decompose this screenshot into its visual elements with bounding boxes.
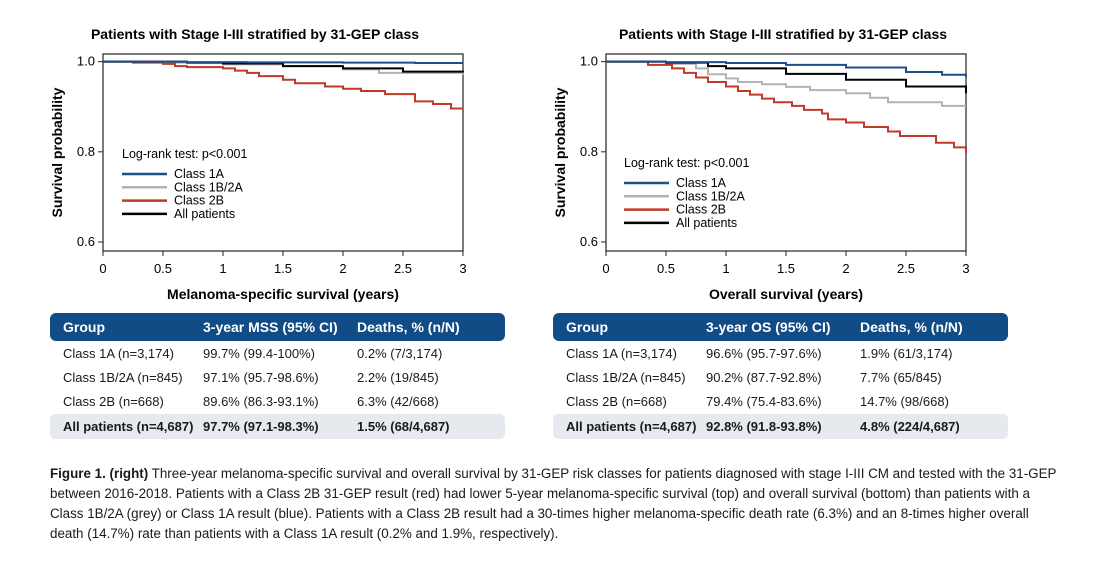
x-tick-label: 2.5	[394, 261, 412, 276]
x-axis-label: Overall survival (years)	[709, 286, 863, 302]
x-axis-label: Melanoma-specific survival (years)	[167, 286, 399, 302]
table-summary-row: All patients (n=4,687) 97.7% (97.1-98.3%)…	[50, 414, 505, 439]
table-cell: Class 1B/2A (n=845)	[566, 369, 686, 385]
table-cell: 7.7% (65/845)	[860, 369, 942, 385]
table-cell: 1.9% (61/3,174)	[860, 345, 953, 361]
y-tick-label: 0.6	[77, 234, 95, 249]
legend-label: Class 2B	[174, 194, 224, 208]
table-cell: 14.7% (98/668)	[860, 393, 949, 409]
table-cell: 96.6% (95.7-97.6%)	[706, 345, 822, 361]
x-tick-label: 0.5	[657, 261, 675, 276]
legend-label: Class 1B/2A	[174, 180, 243, 194]
x-tick-label: 2	[339, 261, 346, 276]
survival-curve-class-1a	[606, 60, 967, 77]
y-tick-label: 0.8	[77, 144, 95, 159]
log-rank-annotation: Log-rank test: p<0.001	[624, 156, 749, 170]
legend-label: Class 1A	[676, 176, 727, 190]
legend-label: All patients	[676, 216, 737, 230]
y-tick-label: 1.0	[77, 54, 95, 69]
y-tick-label: 1.0	[580, 54, 598, 69]
legend-label: Class 1A	[174, 167, 225, 181]
chart-title: Patients with Stage I-III stratified by …	[619, 26, 947, 42]
table-row: Class 1B/2A (n=845) 90.2% (87.7-92.8%) 7.7…	[553, 365, 1008, 389]
table-cell: Group	[63, 319, 105, 335]
table-row: Class 1A (n=3,174) 96.6% (95.7-97.6%) 1.9%…	[553, 341, 1008, 365]
table-cell: 3-year OS (95% CI)	[706, 319, 831, 335]
x-tick-label: 3	[962, 261, 969, 276]
table-cell: Class 1A (n=3,174)	[566, 345, 677, 361]
table-cell: 79.4% (75.4-83.6%)	[706, 393, 822, 409]
caption-text: Three-year melanoma-specific survival an…	[50, 466, 1057, 541]
survival-curve-class-2b	[606, 60, 967, 154]
x-tick-label: 0	[602, 261, 609, 276]
table-cell: 92.8% (91.8-93.8%)	[706, 419, 822, 434]
table-row: Class 2B (n=668) 89.6% (86.3-93.1%) 6.3% (…	[50, 389, 505, 413]
survival-curve-class-1b-2a	[606, 60, 966, 107]
table-cell: 6.3% (42/668)	[357, 393, 439, 409]
legend-label: All patients	[174, 207, 235, 221]
table-cell: 97.1% (95.7-98.6%)	[203, 369, 319, 385]
mss-table: Group 3-year MSS (95% CI) Deaths, % (n/N) C…	[50, 313, 505, 439]
y-axis-label: Survival probability	[49, 87, 65, 217]
caption-label: Figure 1. (right)	[50, 466, 149, 481]
table-cell: All patients (n=4,687)	[63, 419, 194, 434]
chart-title: Patients with Stage I-III stratified by …	[91, 26, 419, 42]
table-summary-row: All patients (n=4,687) 92.8% (91.8-93.8%)…	[553, 414, 1008, 439]
table-cell: Group	[566, 319, 608, 335]
table-header: Group 3-year MSS (95% CI) Deaths, % (n/N)	[50, 313, 505, 341]
x-tick-label: 2.5	[897, 261, 915, 276]
table-header: Group 3-year OS (95% CI) Deaths, % (n/N)	[553, 313, 1008, 341]
survival-curve-class-2b	[103, 60, 463, 110]
table-row: Class 2B (n=668) 79.4% (75.4-83.6%) 14.7% …	[553, 389, 1008, 413]
figure-caption: Figure 1. (right) Three-year melanoma-sp…	[50, 464, 1060, 544]
table-cell: Deaths, % (n/N)	[357, 319, 460, 335]
y-tick-label: 0.8	[580, 144, 598, 159]
table-cell: Class 1B/2A (n=845)	[63, 369, 183, 385]
table-cell: All patients (n=4,687)	[566, 419, 697, 434]
table-cell: 0.2% (7/3,174)	[357, 345, 443, 361]
x-tick-label: 1.5	[274, 261, 292, 276]
survival-curve-class-1a	[103, 60, 463, 65]
survival-curve-all-patients	[606, 60, 967, 94]
log-rank-annotation: Log-rank test: p<0.001	[122, 147, 247, 161]
y-tick-label: 0.6	[580, 234, 598, 249]
x-tick-label: 1	[219, 261, 226, 276]
x-tick-label: 0.5	[154, 261, 172, 276]
table-cell: Class 2B (n=668)	[63, 393, 164, 409]
table-cell: 4.8% (224/4,687)	[860, 419, 960, 434]
table-cell: 1.5% (68/4,687)	[357, 419, 450, 434]
table-row: Class 1A (n=3,174) 99.7% (99.4-100%) 0.2% …	[50, 341, 505, 365]
table-cell: 97.7% (97.1-98.3%)	[203, 419, 319, 434]
table-cell: Class 1A (n=3,174)	[63, 345, 174, 361]
x-tick-label: 2	[842, 261, 849, 276]
table-cell: Deaths, % (n/N)	[860, 319, 963, 335]
legend-label: Class 1B/2A	[676, 189, 745, 203]
table-row: Class 1B/2A (n=845) 97.1% (95.7-98.6%) 2.2…	[50, 365, 505, 389]
os-table: Group 3-year OS (95% CI) Deaths, % (n/N) Cl…	[553, 313, 1008, 439]
table-cell: 3-year MSS (95% CI)	[203, 319, 338, 335]
x-tick-label: 0	[99, 261, 106, 276]
table-cell: 2.2% (19/845)	[357, 369, 439, 385]
table-cell: Class 2B (n=668)	[566, 393, 667, 409]
table-cell: 99.7% (99.4-100%)	[203, 345, 316, 361]
x-tick-label: 1.5	[777, 261, 795, 276]
table-cell: 89.6% (86.3-93.1%)	[203, 393, 319, 409]
legend-label: Class 2B	[676, 203, 726, 217]
table-cell: 90.2% (87.7-92.8%)	[706, 369, 822, 385]
x-tick-label: 3	[459, 261, 466, 276]
x-tick-label: 1	[722, 261, 729, 276]
y-axis-label: Survival probability	[552, 87, 568, 217]
